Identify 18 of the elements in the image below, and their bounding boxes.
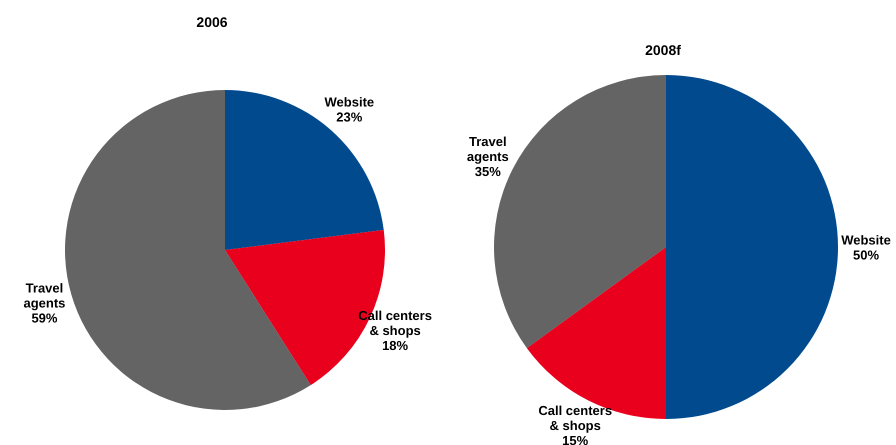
data-label: 23% [336, 108, 363, 124]
data-label: 35% [474, 164, 502, 179]
pie-slice [666, 75, 838, 419]
pie-slice [65, 90, 311, 410]
chart-title: 2008f [644, 41, 682, 59]
slice-label: Travel agents [24, 280, 66, 310]
pie-slice [526, 247, 666, 419]
data-label: 50% [852, 247, 880, 262]
slice-label: Website [841, 232, 891, 247]
data-label: 59% [31, 310, 58, 325]
slice-label: Travel agents [466, 134, 509, 164]
slice-label: Call centers & shops [538, 402, 612, 433]
slice-label: Website [324, 94, 374, 109]
chart-title: 2006 [195, 13, 229, 31]
data-label: 18% [382, 338, 409, 353]
pie-slice [225, 230, 385, 386]
pie-slice [225, 90, 384, 250]
data-label: 15% [562, 432, 589, 445]
